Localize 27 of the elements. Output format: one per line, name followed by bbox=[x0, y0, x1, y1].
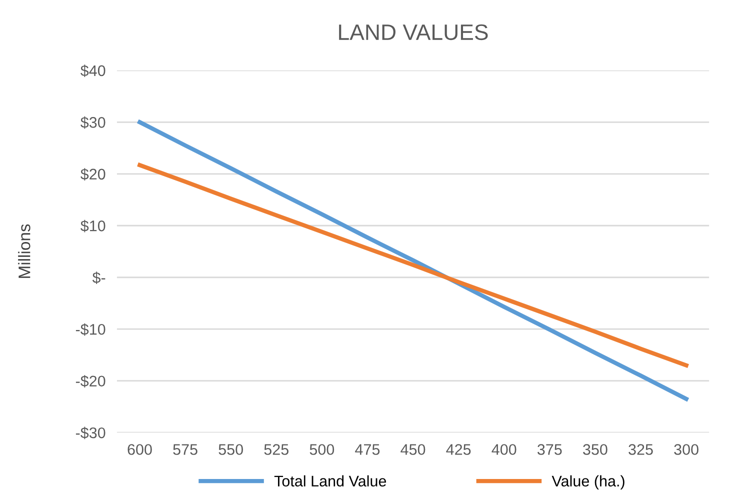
x-tick-label: 575 bbox=[173, 444, 198, 455]
line-series bbox=[138, 163, 688, 368]
x-tick-label: 375 bbox=[537, 444, 562, 455]
x-tick-label: 325 bbox=[628, 444, 653, 455]
x-tick-label: 425 bbox=[446, 444, 471, 455]
x-tick-label: 550 bbox=[218, 444, 243, 455]
y-tick-label: $30 bbox=[80, 116, 106, 129]
chart-title: LAND VALUES bbox=[339, 24, 488, 40]
legend-label: Value (ha.) bbox=[552, 475, 624, 490]
x-tick-label: 450 bbox=[400, 444, 426, 455]
x-tick-label: 300 bbox=[674, 444, 698, 455]
x-tick-label: 475 bbox=[355, 444, 380, 455]
y-tick-label: $10 bbox=[80, 220, 106, 232]
y-tick-label: -$30 bbox=[76, 426, 106, 440]
x-tick-label: 350 bbox=[583, 444, 608, 455]
x-tick-label: 600 bbox=[128, 444, 152, 455]
legend-label: Total Land Value bbox=[274, 475, 386, 487]
y-tick-label: $20 bbox=[80, 168, 106, 180]
y-tick-label: $40 bbox=[80, 64, 106, 78]
y-tick-label: -$20 bbox=[76, 375, 106, 388]
y-tick-label: -$10 bbox=[76, 323, 106, 336]
x-tick-label: 525 bbox=[264, 444, 288, 455]
x-tick-label: 400 bbox=[492, 444, 516, 455]
line-series bbox=[138, 120, 688, 402]
y-tick-label: $- bbox=[92, 272, 106, 284]
x-tick-label: 500 bbox=[310, 444, 334, 455]
y-axis-title: Millions bbox=[18, 224, 30, 278]
